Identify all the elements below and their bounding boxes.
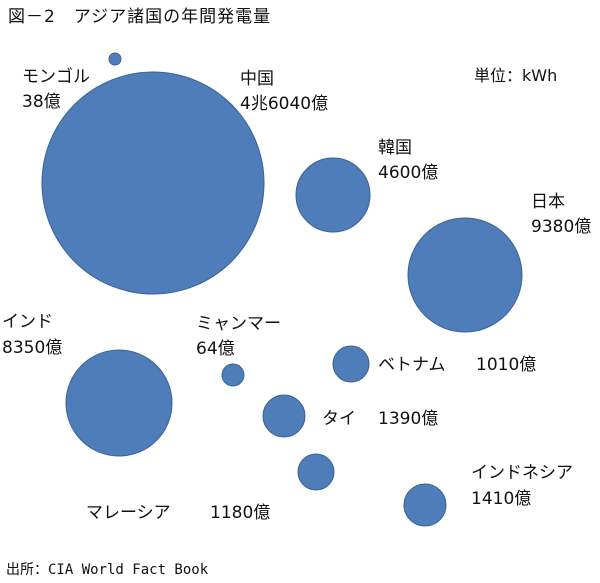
bubble-name-label-0: モンゴル (22, 66, 90, 87)
bubble-5 (221, 363, 245, 387)
bubble-name-label-5: ミャンマー (196, 314, 281, 334)
bubble-name-label-3: 日本 (531, 192, 565, 212)
bubble-9 (403, 483, 447, 527)
bubble-1 (41, 71, 265, 295)
bubble-7 (262, 394, 306, 438)
chart-title: 図－2 アジア諸国の年間発電量 (8, 7, 272, 27)
bubble-name-label-9: インドネシア (471, 463, 573, 483)
bubble-6 (332, 345, 370, 383)
bubble-value-label-0: 38億 (22, 92, 61, 112)
bubble-name-label-4: インド (2, 312, 53, 332)
bubble-name-label-2: 韓国 (378, 138, 412, 158)
bubble-value-label-1: 4兆6040億 (240, 94, 328, 114)
bubble-value-label-9: 1410億 (471, 489, 531, 509)
source-note: 出所：CIA World Fact Book (6, 562, 209, 578)
bubble-name-label-6: ベトナム (378, 355, 446, 375)
bubble-value-label-7: 1390億 (378, 409, 438, 429)
bubble-4 (65, 349, 173, 457)
bubble-name-label-7: タイ (322, 409, 356, 429)
bubble-3 (407, 217, 523, 333)
bubble-name-label-1: 中国 (240, 69, 274, 89)
bubble-8 (297, 453, 335, 491)
bubble-2 (295, 157, 371, 233)
bubble-value-label-5: 64億 (196, 339, 235, 359)
unit-label: 単位：kWh (474, 66, 558, 85)
bubble-value-label-6: 1010億 (476, 355, 536, 375)
bubble-name-label-8: マレーシア (86, 503, 171, 523)
bubble-0 (108, 52, 122, 66)
bubble-value-label-8: 1180億 (210, 503, 270, 523)
bubble-value-label-4: 8350億 (2, 338, 62, 358)
bubble-value-label-2: 4600億 (378, 163, 438, 183)
bubble-value-label-3: 9380億 (531, 217, 591, 237)
